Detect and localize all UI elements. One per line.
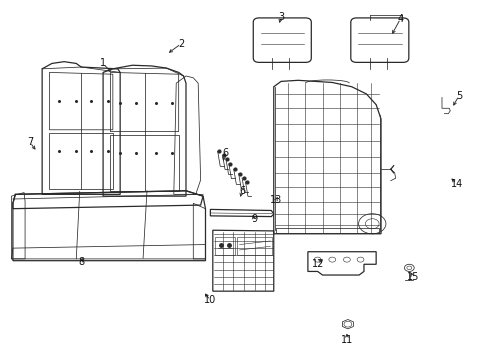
- Text: 5: 5: [455, 91, 461, 101]
- Text: 1: 1: [100, 58, 106, 68]
- Text: 13: 13: [269, 195, 282, 205]
- Text: 15: 15: [406, 272, 418, 282]
- Text: 14: 14: [449, 179, 462, 189]
- Text: 4: 4: [397, 14, 403, 24]
- Text: 11: 11: [340, 334, 352, 345]
- Text: 8: 8: [78, 257, 84, 267]
- Text: 7: 7: [27, 138, 33, 147]
- Text: 6: 6: [239, 186, 244, 196]
- Text: 3: 3: [278, 12, 284, 22]
- Text: 9: 9: [251, 215, 257, 224]
- Text: 10: 10: [204, 295, 216, 305]
- Text: 6: 6: [222, 148, 227, 158]
- Text: 12: 12: [311, 259, 323, 269]
- Text: 2: 2: [178, 39, 184, 49]
